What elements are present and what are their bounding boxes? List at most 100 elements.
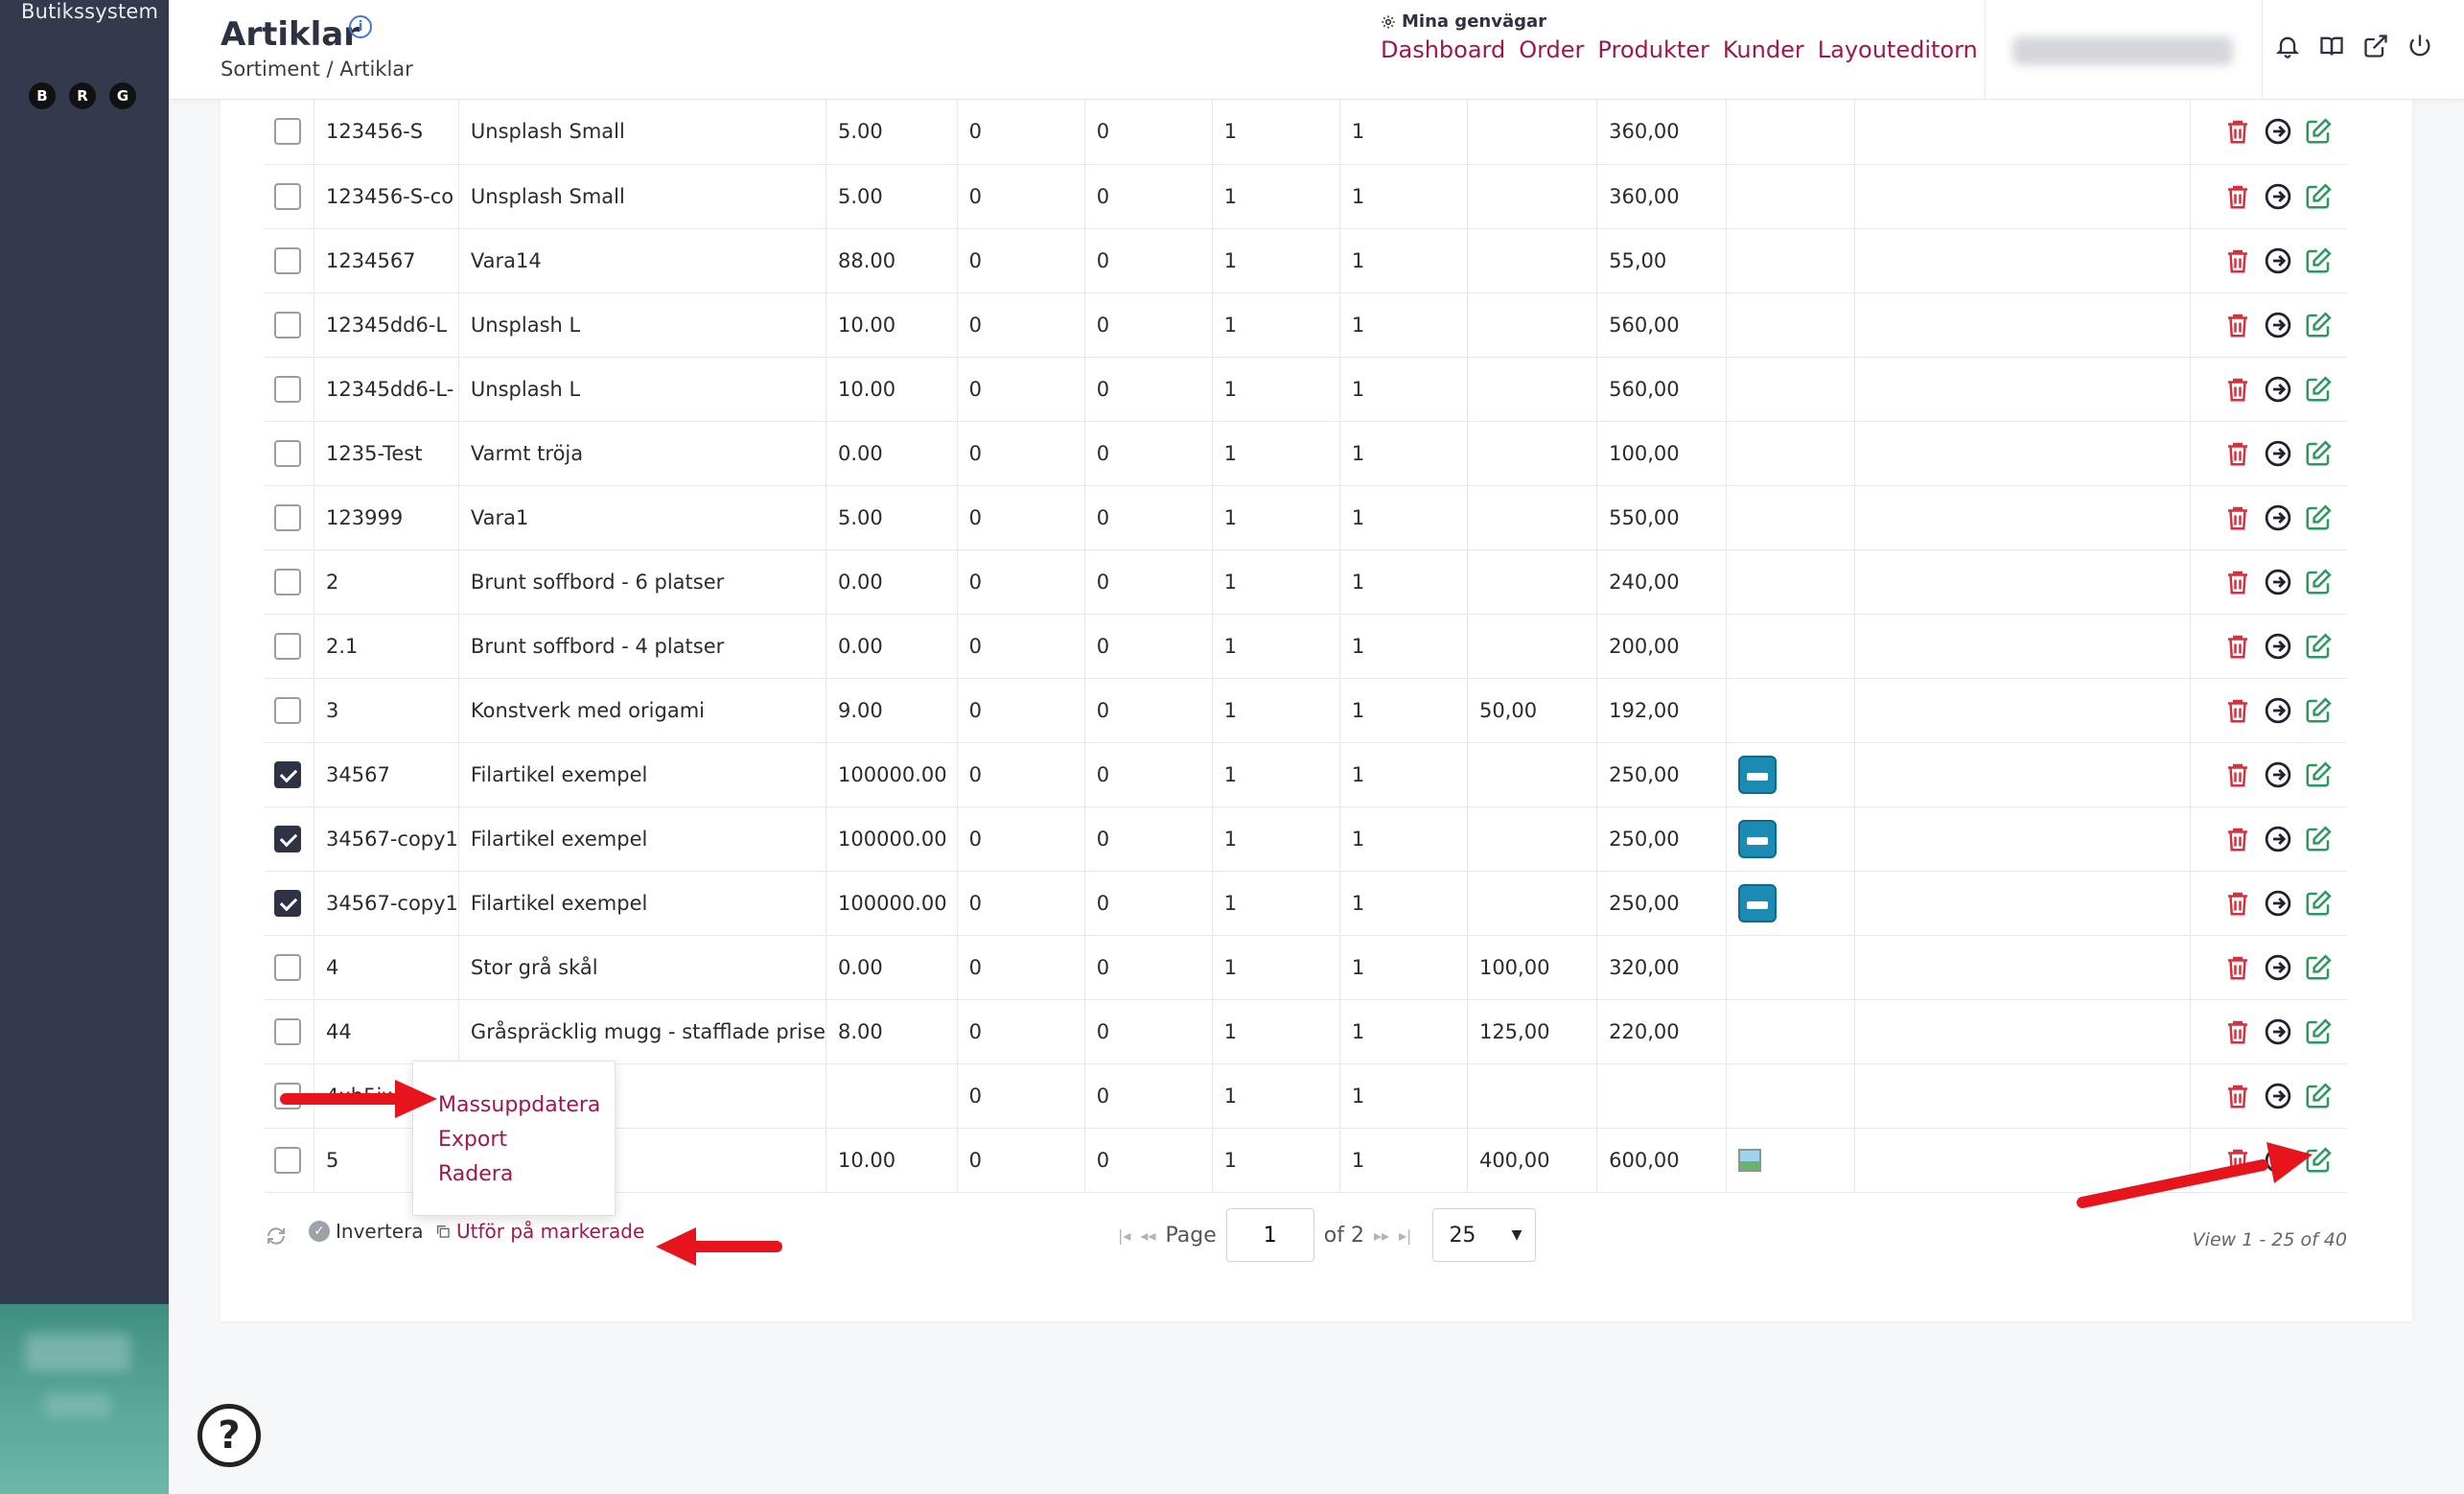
info-icon[interactable]: i [349, 15, 372, 38]
edit-icon[interactable] [2304, 1017, 2333, 1046]
last-page-icon[interactable]: ▸| [1399, 1226, 1412, 1245]
trash-icon[interactable] [2223, 1082, 2252, 1110]
arrow-right-circle-icon[interactable] [2264, 503, 2292, 532]
arrow-right-circle-icon[interactable] [2264, 182, 2292, 211]
arrow-right-circle-icon[interactable] [2264, 889, 2292, 918]
trash-icon[interactable] [2223, 439, 2252, 468]
row-checkbox[interactable] [274, 182, 301, 210]
edit-icon[interactable] [2304, 632, 2333, 661]
shortcut-produkter[interactable]: Produkter [1597, 36, 1709, 63]
table-row[interactable]: 12345dd6-L Unsplash L 10.00 0 0 1 1 560,00 [265, 292, 2347, 358]
row-checkbox[interactable] [274, 311, 301, 338]
book-icon[interactable] [2318, 33, 2345, 59]
edit-icon[interactable] [2304, 439, 2333, 468]
trash-icon[interactable] [2223, 760, 2252, 789]
row-checkbox[interactable] [274, 825, 301, 852]
row-checkbox[interactable] [274, 246, 301, 274]
trash-icon[interactable] [2223, 568, 2252, 596]
row-checkbox[interactable] [274, 118, 301, 146]
invert-selection-button[interactable]: ✓ Invertera [309, 1220, 424, 1243]
trash-icon[interactable] [2223, 182, 2252, 211]
table-row[interactable]: 44 Gråspräcklig mugg - stafflade prise 8.0… [265, 999, 2347, 1064]
row-checkbox[interactable] [274, 375, 301, 403]
help-icon[interactable]: ? [198, 1404, 261, 1467]
row-checkbox[interactable] [274, 953, 301, 981]
shortcut-order[interactable]: Order [1519, 36, 1585, 63]
arrow-right-circle-icon[interactable] [2264, 439, 2292, 468]
arrow-right-circle-icon[interactable] [2264, 117, 2292, 146]
edit-icon[interactable] [2304, 760, 2333, 789]
trash-icon[interactable] [2223, 117, 2252, 146]
trash-icon[interactable] [2223, 311, 2252, 339]
trash-icon[interactable] [2223, 1017, 2252, 1046]
shortcut-layouteditorn[interactable]: Layouteditorn [1817, 36, 1978, 63]
arrow-right-circle-icon[interactable] [2264, 696, 2292, 725]
row-checkbox[interactable] [274, 760, 301, 788]
arrow-right-circle-icon[interactable] [2264, 1082, 2292, 1110]
row-checkbox[interactable] [274, 1017, 301, 1045]
row-checkbox[interactable] [274, 889, 301, 917]
brand-label[interactable]: Butikssystem [21, 0, 159, 23]
edit-icon[interactable] [2304, 825, 2333, 853]
arrow-right-circle-icon[interactable] [2264, 375, 2292, 404]
table-row[interactable]: 3 Konstverk med origami 9.00 0 0 1 1 50,00 192,0… [265, 678, 2347, 743]
table-row[interactable]: 123456-S Unsplash Small 5.00 0 0 1 1 360,00 [265, 100, 2347, 165]
edit-icon[interactable] [2304, 1146, 2333, 1175]
row-checkbox[interactable] [274, 1082, 301, 1109]
table-row[interactable]: 12345dd6-L- Unsplash L 10.00 0 0 1 1 560,00 [265, 357, 2347, 422]
sidebar-user-area[interactable] [0, 1304, 169, 1494]
row-checkbox[interactable] [274, 696, 301, 724]
edit-icon[interactable] [2304, 568, 2333, 596]
table-row[interactable]: 2 Brunt soffbord - 6 platser 0.00 0 0 1 1 240,0… [265, 549, 2347, 615]
arrow-right-circle-icon[interactable] [2264, 1017, 2292, 1046]
rows-per-page-select[interactable]: 25 ▼ [1432, 1208, 1537, 1262]
edit-icon[interactable] [2304, 246, 2333, 275]
edit-icon[interactable] [2304, 503, 2333, 532]
table-row[interactable]: 34567-copy1 Filartikel exempel 100000.00 0 0… [265, 806, 2347, 872]
power-icon[interactable] [2406, 33, 2433, 59]
trash-icon[interactable] [2223, 632, 2252, 661]
menu-item-radera[interactable]: Radera [438, 1162, 514, 1186]
shortcut-kunder[interactable]: Kunder [1722, 36, 1804, 63]
menu-item-massuppdatera[interactable]: Massuppdatera [438, 1093, 601, 1117]
menu-item-export[interactable]: Export [438, 1128, 508, 1152]
edit-icon[interactable] [2304, 117, 2333, 146]
edit-icon[interactable] [2304, 1082, 2333, 1110]
perform-on-selected-button[interactable]: Utför på markerade [435, 1220, 644, 1243]
trash-icon[interactable] [2223, 825, 2252, 853]
row-checkbox[interactable] [274, 1146, 301, 1174]
trash-icon[interactable] [2223, 953, 2252, 982]
bell-icon[interactable] [2274, 33, 2301, 59]
row-checkbox[interactable] [274, 632, 301, 660]
edit-icon[interactable] [2304, 953, 2333, 982]
shortcut-dashboard[interactable]: Dashboard [1381, 36, 1506, 63]
arrow-right-circle-icon[interactable] [2264, 953, 2292, 982]
edit-icon[interactable] [2304, 889, 2333, 918]
arrow-right-circle-icon[interactable] [2264, 311, 2292, 339]
trash-icon[interactable] [2223, 696, 2252, 725]
badge-r[interactable]: R [69, 82, 96, 109]
trash-icon[interactable] [2223, 246, 2252, 275]
table-row[interactable]: 1235-Test Varmt tröja 0.00 0 0 1 1 100,00 [265, 421, 2347, 486]
arrow-right-circle-icon[interactable] [2264, 568, 2292, 596]
prev-page-icon[interactable]: ◂◂ [1140, 1226, 1156, 1245]
table-row[interactable]: 123999 Vara1 5.00 0 0 1 1 550,00 [265, 485, 2347, 550]
row-checkbox[interactable] [274, 568, 301, 595]
table-row[interactable]: 4 Stor grå skål 0.00 0 0 1 1 100,00 320,00 [265, 935, 2347, 1000]
row-checkbox[interactable] [274, 439, 301, 467]
edit-icon[interactable] [2304, 375, 2333, 404]
external-link-icon[interactable] [2362, 33, 2389, 59]
table-row[interactable]: 1234567 Vara14 88.00 0 0 1 1 55,00 [265, 228, 2347, 293]
trash-icon[interactable] [2223, 503, 2252, 532]
first-page-icon[interactable]: |◂ [1118, 1226, 1131, 1245]
arrow-right-circle-icon[interactable] [2264, 246, 2292, 275]
page-number-input[interactable] [1225, 1208, 1314, 1262]
arrow-right-circle-icon[interactable] [2264, 825, 2292, 853]
table-row[interactable]: 34567 Filartikel exempel 100000.00 0 0 1 1 250,… [265, 742, 2347, 807]
edit-icon[interactable] [2304, 311, 2333, 339]
edit-icon[interactable] [2304, 696, 2333, 725]
table-row[interactable]: 123456-S-co Unsplash Small 5.00 0 0 1 1 360,00 [265, 164, 2347, 229]
trash-icon[interactable] [2223, 889, 2252, 918]
refresh-icon[interactable] [265, 1225, 288, 1248]
table-row[interactable]: 2.1 Brunt soffbord - 4 platser 0.00 0 0 1 1 200… [265, 614, 2347, 679]
